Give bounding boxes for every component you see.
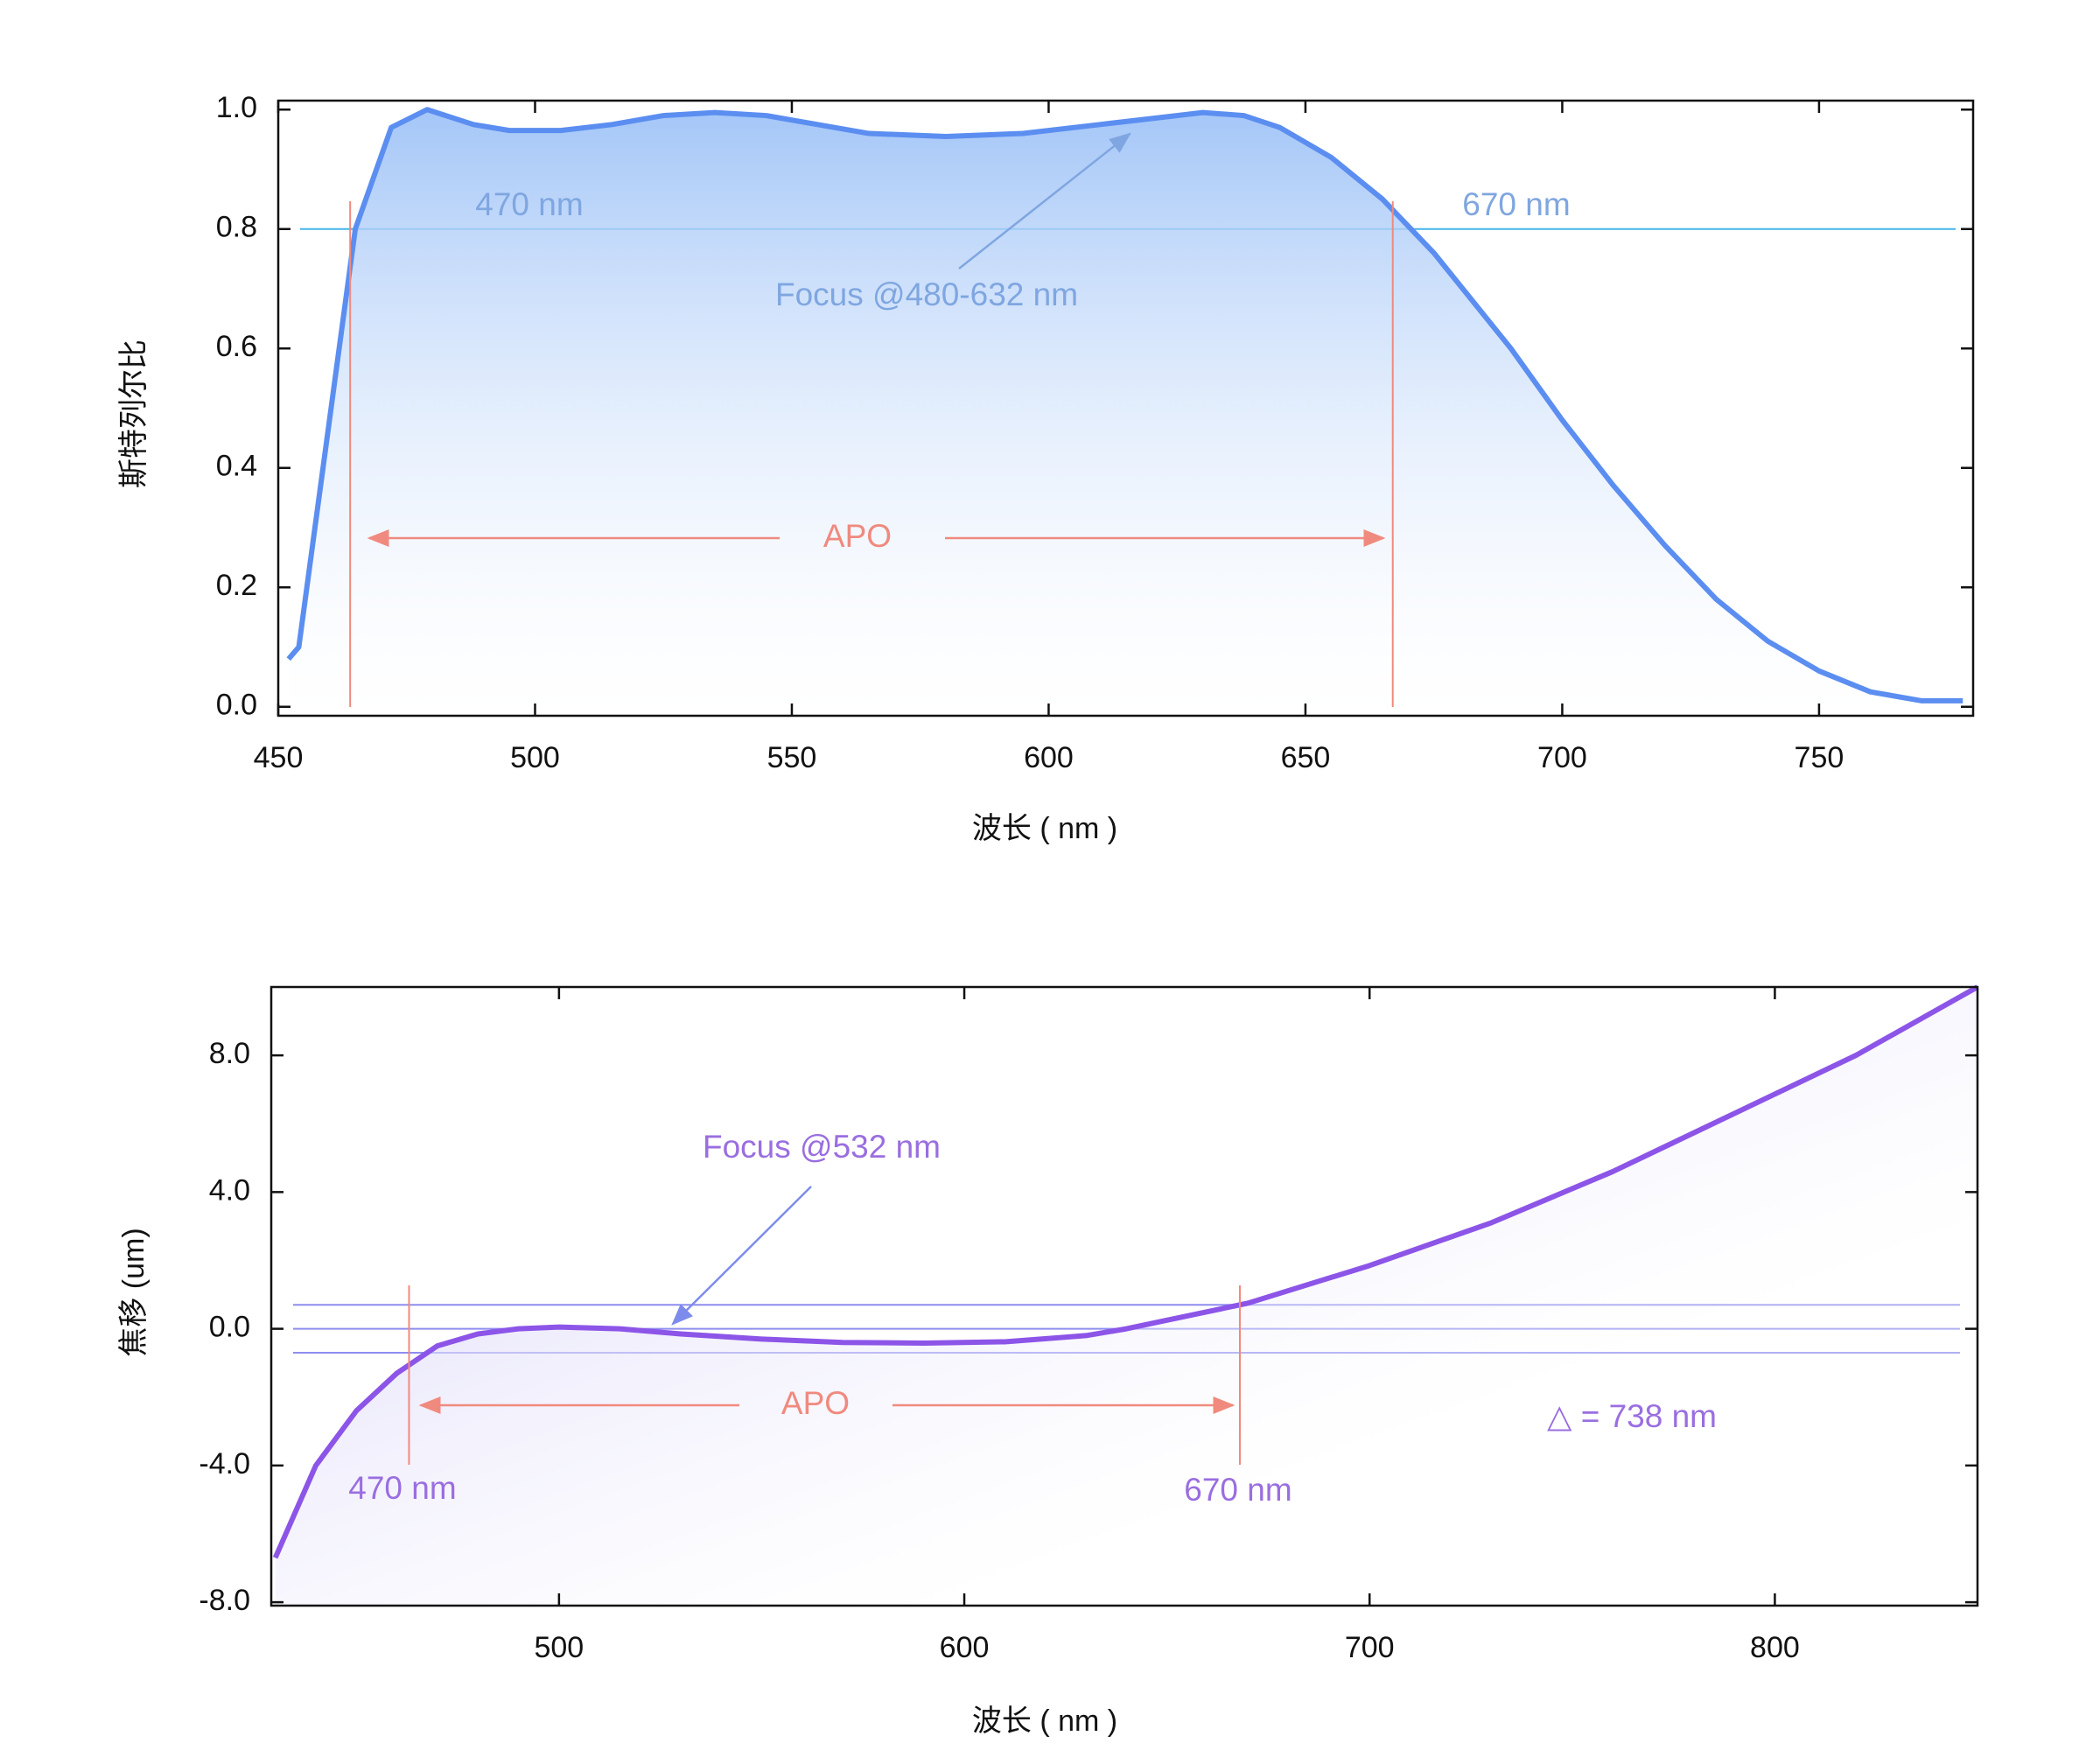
plot-frame bbox=[276, 99, 1975, 718]
plot-frame bbox=[270, 985, 1979, 1607]
y-tick-label: 4.0 bbox=[209, 1173, 250, 1207]
y-tick-label: 0.0 bbox=[209, 1311, 250, 1344]
annotation: APO bbox=[823, 518, 892, 554]
area bbox=[275, 987, 1978, 1606]
x-tick-label: 600 bbox=[940, 1631, 990, 1664]
x-tick-label: 500 bbox=[510, 741, 560, 774]
x-tick-label: 700 bbox=[1345, 1631, 1395, 1664]
annotation: APO bbox=[781, 1385, 850, 1421]
y-tick-label: 0.8 bbox=[216, 211, 257, 244]
annotation: Focus @532 nm bbox=[703, 1129, 941, 1165]
y-tick-label: 1.0 bbox=[216, 91, 257, 124]
y-tick-label: 0.0 bbox=[216, 689, 257, 722]
x-tick-label: 550 bbox=[767, 741, 817, 774]
line bbox=[286, 107, 1964, 704]
y-tick-label: 0.6 bbox=[216, 330, 257, 363]
x-tick-label: 450 bbox=[254, 741, 304, 774]
y-tick-label: -4.0 bbox=[199, 1447, 250, 1480]
x-axis-label: 波长 ( nm ) bbox=[972, 812, 1117, 845]
annotation: △ = 738 nm bbox=[1547, 1398, 1717, 1434]
x-tick-label: 500 bbox=[534, 1631, 584, 1664]
annotation: 470 nm bbox=[475, 186, 583, 222]
x-tick-label: 600 bbox=[1024, 741, 1074, 774]
annotation-arrow bbox=[671, 1186, 812, 1326]
x-tick-label: 650 bbox=[1281, 741, 1331, 774]
y-tick-label: 8.0 bbox=[209, 1037, 250, 1070]
line bbox=[272, 984, 1979, 1559]
annotation: 470 nm bbox=[348, 1470, 456, 1506]
y-axis-label: 焦移 (um) bbox=[117, 1228, 150, 1356]
y-tick-label: 0.4 bbox=[216, 450, 257, 483]
y-tick-label: -8.0 bbox=[199, 1584, 250, 1617]
annotation: Focus @480-632 nm bbox=[775, 276, 1078, 312]
annotation-arrow bbox=[958, 132, 1131, 270]
annotation: 670 nm bbox=[1184, 1472, 1292, 1508]
x-tick-label: 750 bbox=[1795, 741, 1844, 774]
annotation: 670 nm bbox=[1462, 186, 1570, 222]
y-tick-label: 0.2 bbox=[216, 569, 257, 602]
y-axis-label: 斯特列尔比 bbox=[117, 340, 150, 488]
area bbox=[288, 109, 1964, 717]
x-axis-label: 波长 ( nm ) bbox=[972, 1704, 1117, 1738]
x-tick-label: 800 bbox=[1750, 1631, 1800, 1664]
x-tick-label: 700 bbox=[1537, 741, 1587, 774]
